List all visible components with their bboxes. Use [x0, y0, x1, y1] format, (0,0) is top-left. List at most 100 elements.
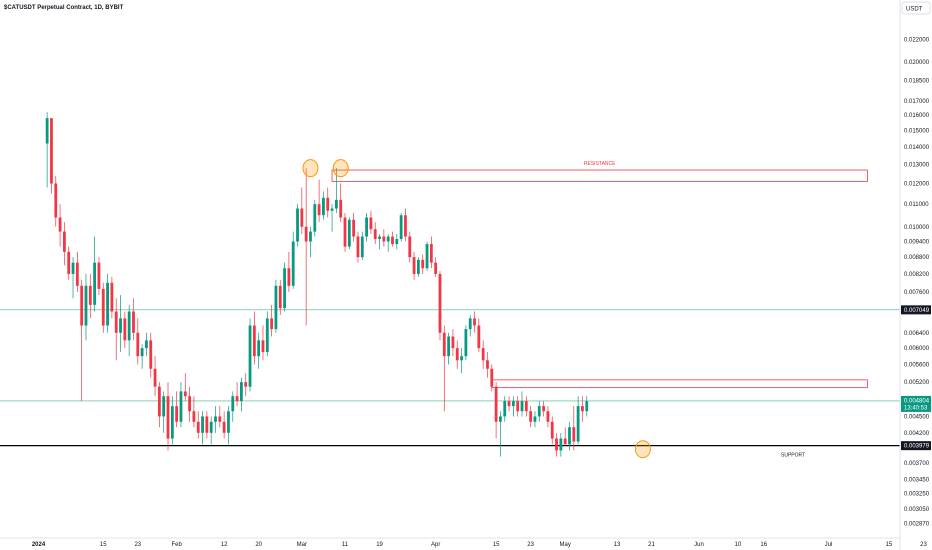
candle-body: [473, 318, 476, 326]
candle: [537, 401, 541, 422]
candle-body: [391, 236, 394, 245]
candle-body: [537, 406, 541, 417]
price-label-countdown: 13:40:53: [904, 405, 928, 411]
candle-body: [261, 340, 265, 353]
x-tick-label: 19: [376, 542, 383, 548]
candle-body: [412, 257, 416, 274]
candle: [503, 396, 507, 422]
candle-body: [408, 236, 412, 258]
candle-body: [490, 368, 494, 387]
candle: [123, 311, 127, 349]
candle-body: [317, 204, 321, 216]
candle: [507, 396, 511, 412]
candle-body: [153, 368, 157, 387]
candle: [218, 406, 222, 428]
candle-body: [214, 416, 217, 422]
candle-body: [248, 325, 252, 387]
candle-body: [296, 208, 299, 242]
candle-body: [447, 336, 451, 357]
candle-body: [360, 236, 364, 258]
candle-body: [322, 197, 325, 216]
y-tick-label: 0.007600: [904, 290, 930, 296]
candle: [132, 298, 135, 341]
candle: [309, 226, 312, 258]
zone-rect: [331, 169, 868, 182]
candle: [563, 427, 567, 445]
candle-body: [386, 236, 390, 242]
candle-body: [486, 360, 489, 369]
candle: [434, 257, 438, 277]
candle: [365, 212, 368, 242]
y-tick-label: 0.004500: [904, 414, 930, 420]
candle-body: [326, 197, 330, 211]
candle-body: [343, 217, 347, 247]
candle-body: [499, 416, 502, 422]
candle: [265, 311, 269, 357]
candle: [270, 304, 274, 337]
candle-body: [356, 236, 360, 258]
candle: [421, 254, 425, 274]
candle-body: [80, 285, 84, 326]
highlight-circles: [302, 159, 651, 459]
candle-body: [239, 382, 243, 402]
candle: [442, 325, 446, 412]
candle: [227, 406, 230, 445]
candle: [214, 406, 217, 433]
candle: [136, 318, 140, 365]
candle: [127, 304, 131, 357]
candle-body: [339, 199, 343, 218]
candle-body: [425, 244, 429, 269]
candle: [244, 373, 248, 397]
candle: [257, 332, 261, 369]
zone-label: RESISTANCE: [584, 161, 616, 167]
candle: [317, 179, 321, 223]
candle: [101, 282, 105, 333]
x-tick-label: Apr: [431, 542, 440, 548]
x-tick-label: May: [560, 542, 571, 548]
candle: [524, 396, 528, 417]
candle: [192, 396, 196, 428]
candle-body: [546, 411, 550, 422]
candle-body: [192, 411, 196, 422]
candle-body: [110, 282, 114, 312]
y-tick-label: 0.003250: [904, 492, 930, 498]
candle-body: [265, 318, 269, 353]
candle: [529, 406, 533, 428]
candle: [291, 231, 295, 289]
candle-body: [136, 332, 140, 357]
candle-body: [278, 285, 282, 309]
y-tick-label: 0.003450: [904, 478, 930, 484]
x-tick-label: 23: [527, 542, 534, 548]
candle: [235, 382, 239, 407]
candle: [555, 432, 558, 457]
candle-body: [382, 236, 386, 242]
candle: [399, 212, 403, 242]
candle: [550, 416, 554, 445]
candle-body: [209, 421, 213, 433]
candle: [88, 273, 92, 319]
candle-body: [54, 183, 58, 218]
candle-body: [50, 118, 53, 184]
candle: [71, 257, 75, 299]
candle: [63, 222, 66, 266]
currency-button[interactable]: USDT: [901, 1, 931, 15]
candle-body: [201, 416, 204, 433]
candle-body: [477, 325, 481, 349]
candle: [93, 236, 97, 312]
x-axis: 2024 15 23 Feb 12 20 Mar 11 19 Apr 15 23 May 13 21 Jun 1…: [32, 542, 928, 548]
candle: [438, 271, 442, 341]
x-tick-label: 23: [920, 542, 927, 548]
candle-body: [520, 401, 524, 412]
candle: [568, 421, 571, 451]
candle-body: [347, 219, 351, 247]
x-tick-label: Mar: [297, 542, 307, 548]
candle: [222, 411, 226, 439]
x-tick-label: 21: [648, 542, 655, 548]
candle: [425, 241, 429, 272]
candle-body: [291, 241, 295, 286]
highlight-circle: [634, 440, 651, 459]
candle-body: [421, 259, 425, 269]
candle-body: [287, 268, 291, 286]
